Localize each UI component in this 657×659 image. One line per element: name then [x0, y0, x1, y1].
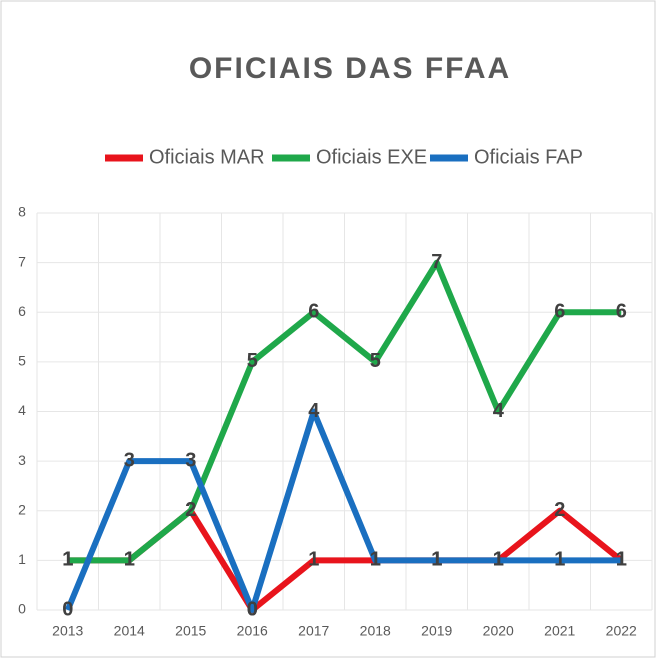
data-label: 1	[62, 549, 73, 571]
y-tick-label: 2	[18, 501, 26, 517]
data-label: 1	[370, 549, 381, 571]
x-tick-label: 2016	[237, 623, 268, 639]
data-label: 6	[554, 301, 565, 323]
x-tick-label: 2021	[544, 623, 575, 639]
data-label: 1	[616, 549, 627, 571]
x-tick-label: 2013	[52, 623, 83, 639]
x-tick-label: 2017	[298, 623, 329, 639]
data-label: 1	[370, 549, 381, 571]
data-label: 1	[308, 549, 319, 571]
x-tick-label: 2014	[114, 623, 145, 639]
data-label: 1	[124, 549, 135, 571]
y-tick-label: 7	[18, 253, 26, 269]
y-tick-label: 4	[18, 402, 26, 418]
data-label: 5	[247, 350, 258, 372]
data-label: 4	[308, 400, 320, 422]
y-tick-label: 6	[18, 303, 26, 319]
data-label: 1	[431, 549, 442, 571]
data-label: 0	[247, 598, 258, 620]
data-label: 1	[554, 549, 565, 571]
data-label: 4	[493, 400, 505, 422]
legend-label: Oficiais FAP	[474, 146, 583, 168]
x-tick-label: 2019	[421, 623, 452, 639]
data-label: 1	[62, 549, 73, 571]
x-tick-label: 2018	[360, 623, 391, 639]
series-line	[64, 408, 622, 613]
data-label: 1	[493, 549, 504, 571]
y-tick-label: 5	[18, 353, 26, 369]
legend-label: Oficiais EXE	[316, 146, 427, 168]
data-label: 6	[616, 301, 627, 323]
x-tick-label: 2020	[483, 623, 514, 639]
data-label: 1	[431, 549, 442, 571]
data-label: 0	[62, 598, 73, 620]
data-label: 7	[431, 251, 442, 273]
y-tick-label: 8	[18, 204, 26, 220]
y-tick-label: 0	[18, 601, 26, 617]
data-label: 3	[185, 449, 196, 471]
data-label: 6	[308, 301, 319, 323]
y-tick-label: 3	[18, 452, 26, 468]
x-tick-label: 2022	[606, 623, 637, 639]
chart-title: OFICIAIS DAS FFAA	[189, 52, 511, 85]
data-label: 0	[247, 598, 258, 620]
data-label: 2	[185, 499, 196, 521]
data-label: 2	[185, 499, 196, 521]
data-label: 2	[554, 499, 565, 521]
data-label: 1	[124, 549, 135, 571]
legend-label: Oficiais MAR	[149, 146, 265, 168]
data-label: 1	[493, 549, 504, 571]
y-tick-label: 1	[18, 551, 26, 567]
series-line	[67, 259, 622, 564]
data-label: 1	[616, 549, 627, 571]
data-label: 5	[370, 350, 381, 372]
data-label: 3	[124, 449, 135, 471]
x-tick-label: 2015	[175, 623, 206, 639]
